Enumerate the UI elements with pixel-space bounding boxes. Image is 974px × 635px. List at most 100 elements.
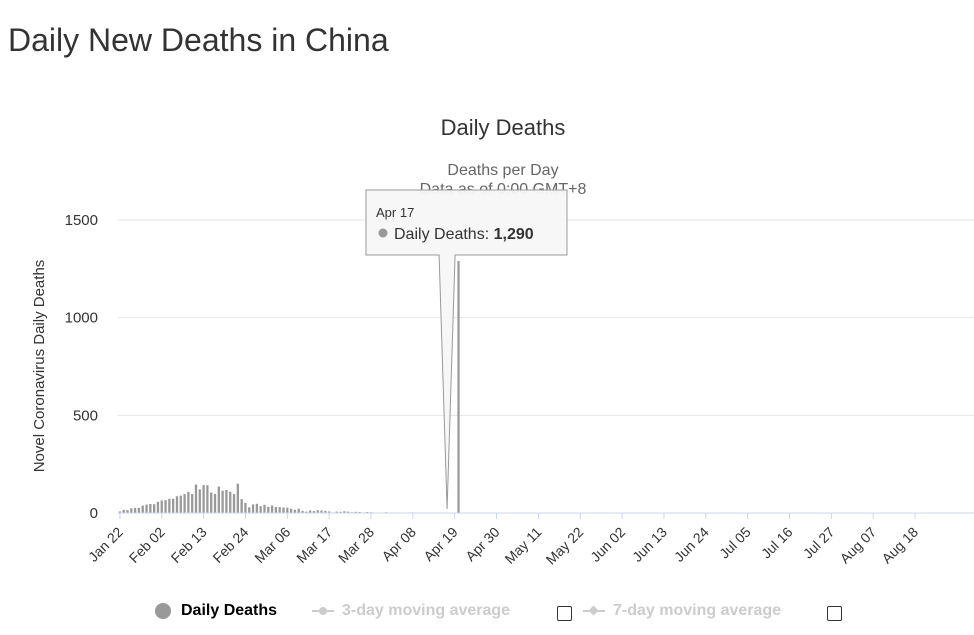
page-title: Daily New Deaths in China <box>8 22 389 58</box>
x-tick-label: Feb 02 <box>126 524 168 566</box>
bar[interactable] <box>232 494 236 513</box>
x-tick-label: Feb 24 <box>209 524 251 566</box>
tooltip-marker-icon <box>378 228 388 238</box>
diamond-marker-icon <box>583 610 605 612</box>
3-day-average-checkbox[interactable] <box>557 606 572 621</box>
x-tick-label: Jul 27 <box>800 524 838 562</box>
x-tick-label: Mar 06 <box>251 524 293 566</box>
bar[interactable] <box>240 499 243 513</box>
bar[interactable] <box>145 504 148 513</box>
bar[interactable] <box>316 510 319 513</box>
bar[interactable] <box>308 510 312 513</box>
bar[interactable] <box>251 504 255 513</box>
bar[interactable] <box>301 510 304 513</box>
bar[interactable] <box>164 500 167 513</box>
bar[interactable] <box>149 504 152 513</box>
bar[interactable] <box>168 498 171 513</box>
bar[interactable] <box>236 483 239 513</box>
x-tick-label: Mar 28 <box>335 524 377 566</box>
x-tick-label: Apr 30 <box>462 524 503 565</box>
chart-subtitle-line-1: Deaths per Day <box>447 162 558 179</box>
legend-item-daily-deaths[interactable]: Daily Deaths <box>155 600 277 622</box>
bar[interactable] <box>457 261 460 513</box>
legend-marker-icon <box>155 603 171 619</box>
bar[interactable] <box>259 506 262 513</box>
bar[interactable] <box>130 508 133 513</box>
bar[interactable] <box>320 510 323 513</box>
bar[interactable] <box>213 493 217 513</box>
bar[interactable] <box>194 484 198 513</box>
bar[interactable] <box>221 490 224 513</box>
bar[interactable] <box>282 507 285 513</box>
bar[interactable] <box>175 496 179 513</box>
bar[interactable] <box>328 511 331 513</box>
bar[interactable] <box>210 492 213 513</box>
x-tick-label: Feb 13 <box>168 524 210 566</box>
bar[interactable] <box>156 501 160 513</box>
bar[interactable] <box>187 491 190 513</box>
bar[interactable] <box>293 509 297 513</box>
bar[interactable] <box>229 491 232 513</box>
bar[interactable] <box>248 507 251 513</box>
bar[interactable] <box>343 511 346 513</box>
bar[interactable] <box>324 510 327 513</box>
x-tick-label: Jun 13 <box>629 524 670 565</box>
bar[interactable] <box>198 489 201 513</box>
bar[interactable] <box>191 494 194 513</box>
bar[interactable] <box>225 489 228 513</box>
bar[interactable] <box>270 505 274 513</box>
y-axis-label: Novel Coronavirus Daily Deaths <box>31 260 48 473</box>
bar[interactable] <box>305 511 308 513</box>
x-tick-label: May 22 <box>543 524 587 568</box>
bar[interactable] <box>339 511 342 513</box>
x-tick-label: Jul 05 <box>716 524 754 562</box>
x-tick-label: Mar 17 <box>293 524 335 566</box>
bar[interactable] <box>141 505 144 513</box>
y-tick-label: 1000 <box>65 310 98 327</box>
x-tick-label: May 11 <box>501 524 544 567</box>
legend-item-7-day-average[interactable]: 7-day moving average <box>583 600 781 622</box>
7-day-average-checkbox[interactable] <box>827 606 842 621</box>
bar[interactable] <box>278 507 281 513</box>
bar[interactable] <box>217 486 220 513</box>
bar[interactable] <box>263 504 266 513</box>
bar[interactable] <box>183 494 186 513</box>
legend-item-3-day-average[interactable]: 3-day moving average <box>312 600 510 622</box>
bar[interactable] <box>347 511 350 513</box>
bar[interactable] <box>354 511 357 513</box>
bar[interactable] <box>133 507 137 513</box>
bar[interactable] <box>118 511 122 513</box>
y-tick-label: 0 <box>90 505 98 522</box>
bar[interactable] <box>286 507 289 513</box>
legend-label: 7-day moving average <box>613 602 782 619</box>
chart-tooltip: Apr 17 Daily Deaths: 1,290 <box>365 189 568 510</box>
bar[interactable] <box>153 504 156 513</box>
x-tick-label: Jun 02 <box>587 524 628 565</box>
bar[interactable] <box>255 503 259 513</box>
line-marker-icon <box>312 607 334 615</box>
bar[interactable] <box>179 495 182 513</box>
tooltip-date: Apr 17 <box>376 205 414 220</box>
bar[interactable] <box>244 502 247 513</box>
bar[interactable] <box>289 508 293 513</box>
bar[interactable] <box>267 506 270 513</box>
bar[interactable] <box>297 508 300 513</box>
y-tick-label: 500 <box>73 407 98 424</box>
bar[interactable] <box>126 510 129 513</box>
bar[interactable] <box>274 506 278 513</box>
x-tick-label: Aug 07 <box>837 524 880 567</box>
tooltip-series-line: Daily Deaths: 1,290 <box>394 226 534 243</box>
bar[interactable] <box>160 500 163 513</box>
bar[interactable] <box>122 509 125 513</box>
bar[interactable] <box>202 485 205 513</box>
x-tick-label: Aug 18 <box>878 524 921 567</box>
bar[interactable] <box>335 511 338 513</box>
bar[interactable] <box>312 511 316 513</box>
bar[interactable] <box>206 485 209 513</box>
bar[interactable] <box>137 507 141 513</box>
x-tick-label: Apr 19 <box>420 524 461 565</box>
bar[interactable] <box>172 498 175 513</box>
chart-title: Daily Deaths <box>441 115 566 140</box>
y-tick-label: 1500 <box>65 212 98 229</box>
